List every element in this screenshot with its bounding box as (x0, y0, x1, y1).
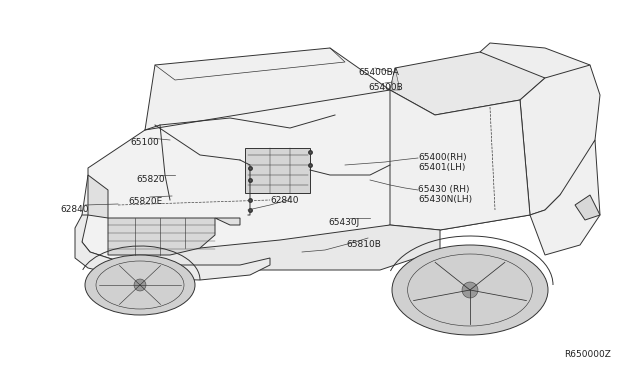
Polygon shape (215, 218, 240, 225)
Text: 65820: 65820 (136, 175, 164, 184)
Ellipse shape (392, 245, 548, 335)
Polygon shape (390, 68, 400, 90)
Polygon shape (130, 225, 440, 270)
Polygon shape (520, 65, 600, 215)
Polygon shape (75, 215, 270, 280)
Text: 65100: 65100 (130, 138, 159, 147)
Text: R650000Z: R650000Z (564, 350, 611, 359)
Polygon shape (88, 175, 108, 218)
Polygon shape (390, 52, 545, 115)
Text: 65401(LH): 65401(LH) (418, 163, 465, 172)
Ellipse shape (85, 255, 195, 315)
Text: 65820E: 65820E (128, 197, 163, 206)
Circle shape (134, 279, 146, 291)
Polygon shape (82, 90, 530, 265)
Polygon shape (390, 90, 530, 230)
Text: 65430 (RH): 65430 (RH) (418, 185, 470, 194)
Circle shape (462, 282, 478, 298)
Text: 65810B: 65810B (346, 240, 381, 249)
Text: 65430J: 65430J (328, 218, 359, 227)
Polygon shape (145, 48, 390, 130)
Circle shape (154, 259, 172, 277)
Text: 65400BA: 65400BA (358, 68, 399, 77)
Polygon shape (575, 195, 600, 220)
Text: 62840: 62840 (60, 205, 88, 214)
Polygon shape (108, 218, 215, 255)
Text: 62840: 62840 (270, 196, 298, 205)
Polygon shape (480, 43, 590, 85)
Polygon shape (530, 140, 600, 255)
Text: 65400B: 65400B (368, 83, 403, 92)
Text: 65430N(LH): 65430N(LH) (418, 195, 472, 204)
Polygon shape (245, 148, 310, 193)
Text: 65400(RH): 65400(RH) (418, 153, 467, 162)
